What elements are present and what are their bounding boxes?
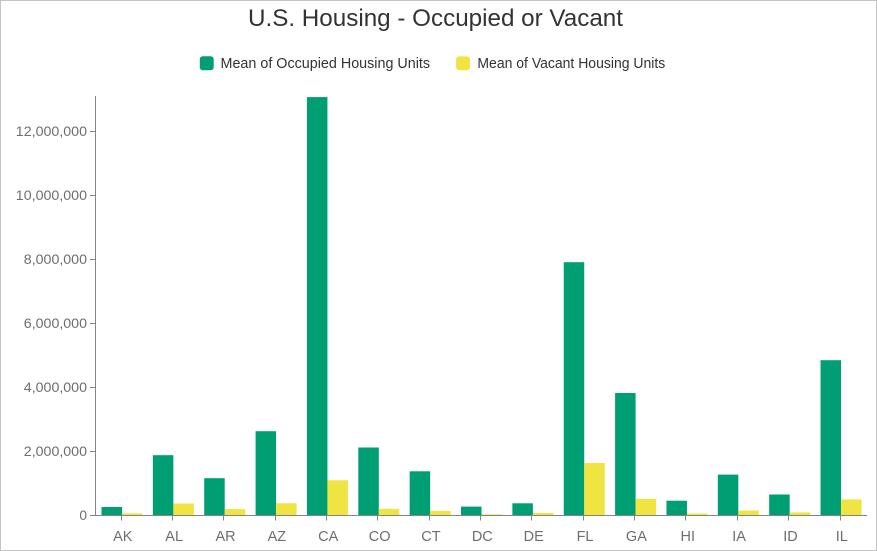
svg-text:U.S. Housing - Occupied or Vac: U.S. Housing - Occupied or Vacant (248, 6, 623, 32)
svg-text:IA: IA (732, 529, 746, 545)
svg-text:GA: GA (626, 529, 647, 545)
svg-text:DC: DC (472, 529, 493, 545)
svg-text:Mean of Vacant Housing Units: Mean of Vacant Housing Units (477, 56, 665, 72)
svg-text:Mean of Occupied Housing Units: Mean of Occupied Housing Units (221, 56, 431, 72)
svg-text:AL: AL (165, 529, 183, 545)
svg-text:CA: CA (318, 529, 338, 545)
svg-text:IL: IL (836, 529, 848, 545)
svg-text:CO: CO (369, 529, 391, 545)
svg-text:DE: DE (524, 529, 544, 545)
svg-text:0: 0 (79, 508, 87, 523)
svg-text:AR: AR (215, 529, 235, 545)
svg-text:8,000,000: 8,000,000 (24, 252, 88, 267)
svg-text:4,000,000: 4,000,000 (24, 380, 88, 395)
svg-text:2,000,000: 2,000,000 (24, 444, 88, 459)
svg-text:AK: AK (113, 529, 133, 545)
svg-text:10,000,000: 10,000,000 (16, 188, 88, 203)
svg-text:HI: HI (681, 529, 696, 545)
svg-text:FL: FL (577, 529, 594, 545)
svg-text:12,000,000: 12,000,000 (16, 124, 88, 139)
svg-text:CT: CT (421, 529, 440, 545)
svg-text:ID: ID (783, 529, 798, 545)
svg-text:6,000,000: 6,000,000 (24, 316, 88, 331)
svg-text:AZ: AZ (268, 529, 287, 545)
